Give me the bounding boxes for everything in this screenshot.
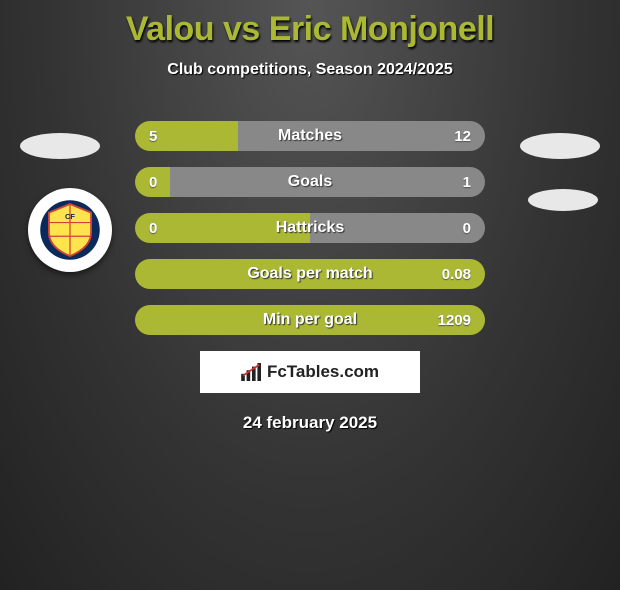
stat-value-right: 12 [454,128,471,145]
stat-bar-left: 0.08 [135,259,485,289]
player-right-badge-2 [528,189,598,211]
stat-bar-right: 12 [238,121,485,151]
stat-bar-left: 0 [135,213,310,243]
brand-label: FcTables.com [267,362,379,382]
team-crest: CF [28,188,112,272]
stat-value-left: 0 [149,220,157,237]
stat-bar-left: 1209 [135,305,485,335]
player-right-badge [520,133,600,159]
page-title: Valou vs Eric Monjonell [0,10,620,49]
stat-row: 00Hattricks [135,213,485,243]
brand-box: FcTables.com [200,351,420,393]
stat-value-right: 1209 [438,305,471,335]
stat-bar-right: 0 [310,213,485,243]
stat-value-right: 0.08 [442,259,471,289]
stat-row: 512Matches [135,121,485,151]
player-left-badge [20,133,100,159]
stat-value-left: 0 [149,174,157,191]
stat-row: 0.08Goals per match [135,259,485,289]
stat-bar-left: 5 [135,121,238,151]
svg-text:CF: CF [65,212,75,221]
stat-value-right: 1 [463,174,471,191]
villarreal-crest-icon: CF [39,199,101,261]
subtitle: Club competitions, Season 2024/2025 [0,61,620,79]
bar-chart-icon [241,363,263,381]
stat-value-left: 5 [149,128,157,145]
stat-bar-right: 1 [170,167,485,197]
stat-row: 01Goals [135,167,485,197]
stat-value-right: 0 [463,220,471,237]
snapshot-date: 24 february 2025 [0,413,620,433]
stat-bar-left: 0 [135,167,170,197]
stat-row: 1209Min per goal [135,305,485,335]
